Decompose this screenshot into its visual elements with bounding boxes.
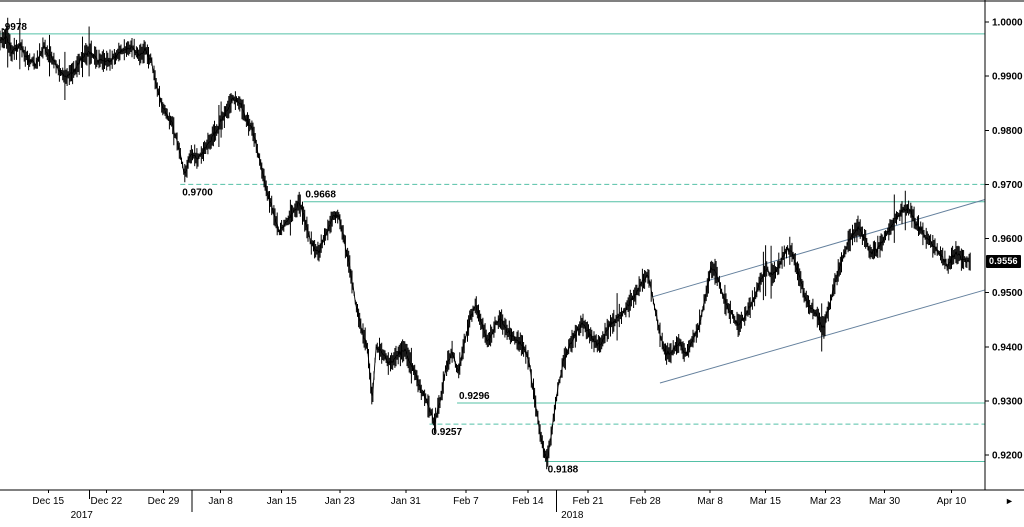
level-label: .9978 bbox=[2, 22, 27, 33]
last-price-badge: 0.9556 bbox=[986, 255, 1021, 269]
level-label: 0.9668 bbox=[305, 190, 336, 201]
x-axis-year-label: 2017 bbox=[71, 510, 94, 521]
price-series-bars bbox=[0, 17, 971, 470]
y-axis-label: 1.0000 bbox=[992, 18, 1023, 29]
support-resistance-levels: .9978 0.9700 0.9668 0.9296 0.9257 0.9188 bbox=[0, 22, 985, 475]
x-axis-label: Jan 23 bbox=[325, 496, 355, 507]
x-axis-label: Feb 7 bbox=[453, 496, 479, 507]
x-axis-label: Apr 10 bbox=[937, 496, 967, 507]
chart-plot-area[interactable] bbox=[0, 0, 985, 490]
level-label: 0.9700 bbox=[182, 187, 213, 198]
x-axis-label: Dec 29 bbox=[148, 496, 180, 507]
y-axis-label: 0.9300 bbox=[992, 396, 1023, 407]
level-label: 0.9296 bbox=[459, 391, 490, 402]
channel-lower-line bbox=[659, 289, 986, 384]
y-axis-label: 0.9700 bbox=[992, 180, 1023, 191]
x-axis-label: Mar 23 bbox=[810, 496, 842, 507]
x-axis-label: Jan 31 bbox=[391, 496, 421, 507]
x-axis-label: Feb 21 bbox=[572, 496, 604, 507]
y-axis-label: 0.9400 bbox=[992, 342, 1023, 353]
x-axis-label: Feb 14 bbox=[512, 496, 544, 507]
x-axis-label: Feb 28 bbox=[630, 496, 662, 507]
scroll-right-arrow-icon[interactable]: ► bbox=[1005, 496, 1014, 506]
y-axis-label: 0.9500 bbox=[992, 288, 1023, 299]
level-label: 0.9188 bbox=[548, 464, 579, 475]
x-axis-label: Mar 30 bbox=[869, 496, 901, 507]
x-axis-label: Mar 15 bbox=[750, 496, 782, 507]
y-axis-label: 0.9200 bbox=[992, 451, 1023, 462]
x-axis-label: Dec 15 bbox=[32, 496, 64, 507]
x-axis-year-label: 2018 bbox=[561, 510, 584, 521]
x-axis-label: Jan 8 bbox=[208, 496, 233, 507]
level-label: 0.9257 bbox=[431, 427, 462, 438]
y-axis-label: 0.9600 bbox=[992, 234, 1023, 245]
x-axis-label: Jan 15 bbox=[267, 496, 297, 507]
x-axis-label: Dec 22 bbox=[91, 496, 123, 507]
x-axis-label: Mar 8 bbox=[697, 496, 723, 507]
price-series bbox=[0, 17, 971, 470]
y-axis-label: 0.9800 bbox=[992, 126, 1023, 137]
y-axis-label: 0.9900 bbox=[992, 72, 1023, 83]
